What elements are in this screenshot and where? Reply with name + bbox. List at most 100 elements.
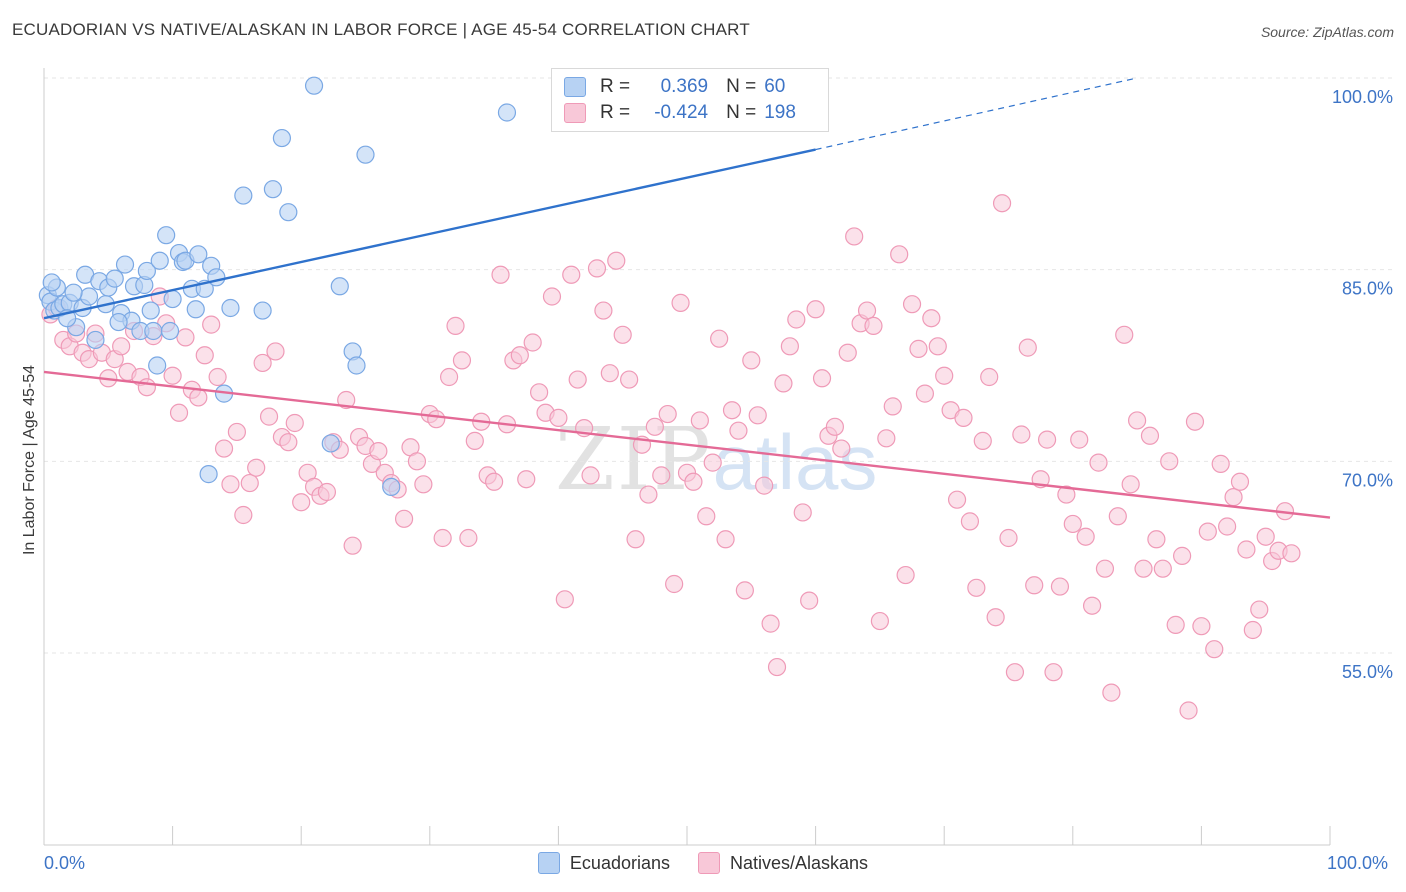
native-point (864, 316, 883, 335)
native-point (1089, 453, 1108, 472)
native-point (992, 194, 1012, 213)
native-point (285, 413, 304, 433)
native-point (986, 608, 1005, 627)
native-point (845, 227, 864, 246)
native-point (722, 401, 742, 420)
y-axis-title-wrap: In Labor Force | Age 45-54 (20, 0, 40, 892)
native-point (729, 421, 748, 440)
legend-n-value-natives: 198 (764, 102, 796, 123)
native-point (555, 590, 574, 609)
natives-trend-line (43, 370, 1331, 519)
native-point (883, 397, 902, 416)
ecuadorian-point (207, 268, 226, 287)
legend-n-value-ecuadorians: 60 (764, 76, 786, 97)
native-point (1108, 507, 1127, 526)
native-point (407, 452, 427, 471)
native-point (665, 574, 684, 594)
ecuadorian-point (137, 261, 156, 281)
native-point (1134, 559, 1153, 578)
native-point (890, 245, 909, 264)
native-point (793, 503, 812, 522)
native-point (549, 408, 568, 427)
native-point (960, 512, 980, 531)
native-point (1218, 517, 1237, 536)
native-point (1127, 411, 1147, 430)
native-point (523, 333, 542, 352)
legend-r-label: R = (600, 76, 631, 97)
native-point (748, 406, 767, 425)
ecuadorians-trend-line (43, 148, 816, 320)
native-point (1224, 488, 1243, 507)
ecuadorian-point (157, 226, 176, 245)
ecuadorian-point (115, 255, 135, 274)
native-point (1153, 559, 1172, 578)
ecuadorian-point (253, 301, 272, 320)
native-point (626, 530, 645, 549)
native-point (221, 475, 240, 494)
native-point (767, 657, 787, 677)
native-point (703, 453, 722, 472)
native-point (112, 337, 131, 356)
native-point (735, 581, 754, 600)
y-axis-title: In Labor Force | Age 45-54 (21, 364, 38, 556)
native-point (1102, 683, 1121, 702)
native-point (1185, 412, 1205, 431)
native-point (806, 300, 825, 319)
legend-r-value-natives: -0.424 (654, 102, 709, 123)
legend-swatch-ecuadorians (537, 852, 560, 874)
native-point (1250, 600, 1269, 619)
native-point (414, 475, 433, 494)
ecuadorian-point (382, 477, 401, 496)
native-point (922, 309, 941, 328)
legend-n-label: N = (726, 102, 757, 123)
native-point (247, 458, 266, 477)
native-point (491, 265, 510, 284)
native-point (999, 528, 1018, 548)
ecuadorian-point (86, 330, 105, 350)
native-point (292, 493, 311, 512)
native-point (1211, 454, 1230, 473)
native-point (600, 364, 619, 383)
native-point (613, 325, 632, 344)
native-point (1282, 544, 1301, 563)
native-point (877, 429, 896, 448)
ecuadorian-point (144, 321, 163, 341)
native-point (832, 439, 851, 458)
native-point (774, 374, 793, 393)
native-point (1147, 530, 1166, 549)
native-point (465, 431, 484, 450)
ecuadorians-points (38, 76, 812, 496)
native-point (1173, 546, 1192, 565)
legend-r-value-ecuadorians: 0.369 (660, 76, 709, 97)
native-point (337, 390, 356, 410)
native-point (208, 367, 227, 387)
ecuadorian-point (160, 321, 180, 341)
y-tick-labels: 55.0% 70.0% 85.0% 100.0% (1332, 87, 1393, 682)
legend-swatch-natives (698, 852, 720, 874)
native-point (439, 367, 459, 387)
native-point (671, 293, 690, 312)
y-tick-label: 55.0% (1342, 662, 1393, 682)
native-point (684, 472, 703, 491)
native-point (1076, 527, 1095, 546)
native-point (587, 259, 607, 278)
native-point (1082, 596, 1102, 615)
native-point (394, 509, 414, 528)
native-point (915, 384, 935, 403)
native-point (1050, 577, 1070, 596)
y-tick-label: 85.0% (1342, 279, 1393, 299)
native-point (266, 342, 285, 361)
native-point (928, 337, 947, 356)
native-point (967, 578, 986, 597)
ecuadorian-point (234, 186, 253, 205)
native-point (1095, 559, 1115, 578)
legend-item-natives: Natives/Alaskans (698, 852, 868, 874)
ecuadorian-point (279, 203, 298, 222)
ecuadorian-point (497, 103, 517, 122)
native-point (433, 528, 452, 548)
native-point (1037, 430, 1057, 449)
native-point (459, 528, 478, 548)
ecuadorian-point (150, 251, 169, 270)
native-point (427, 410, 446, 429)
